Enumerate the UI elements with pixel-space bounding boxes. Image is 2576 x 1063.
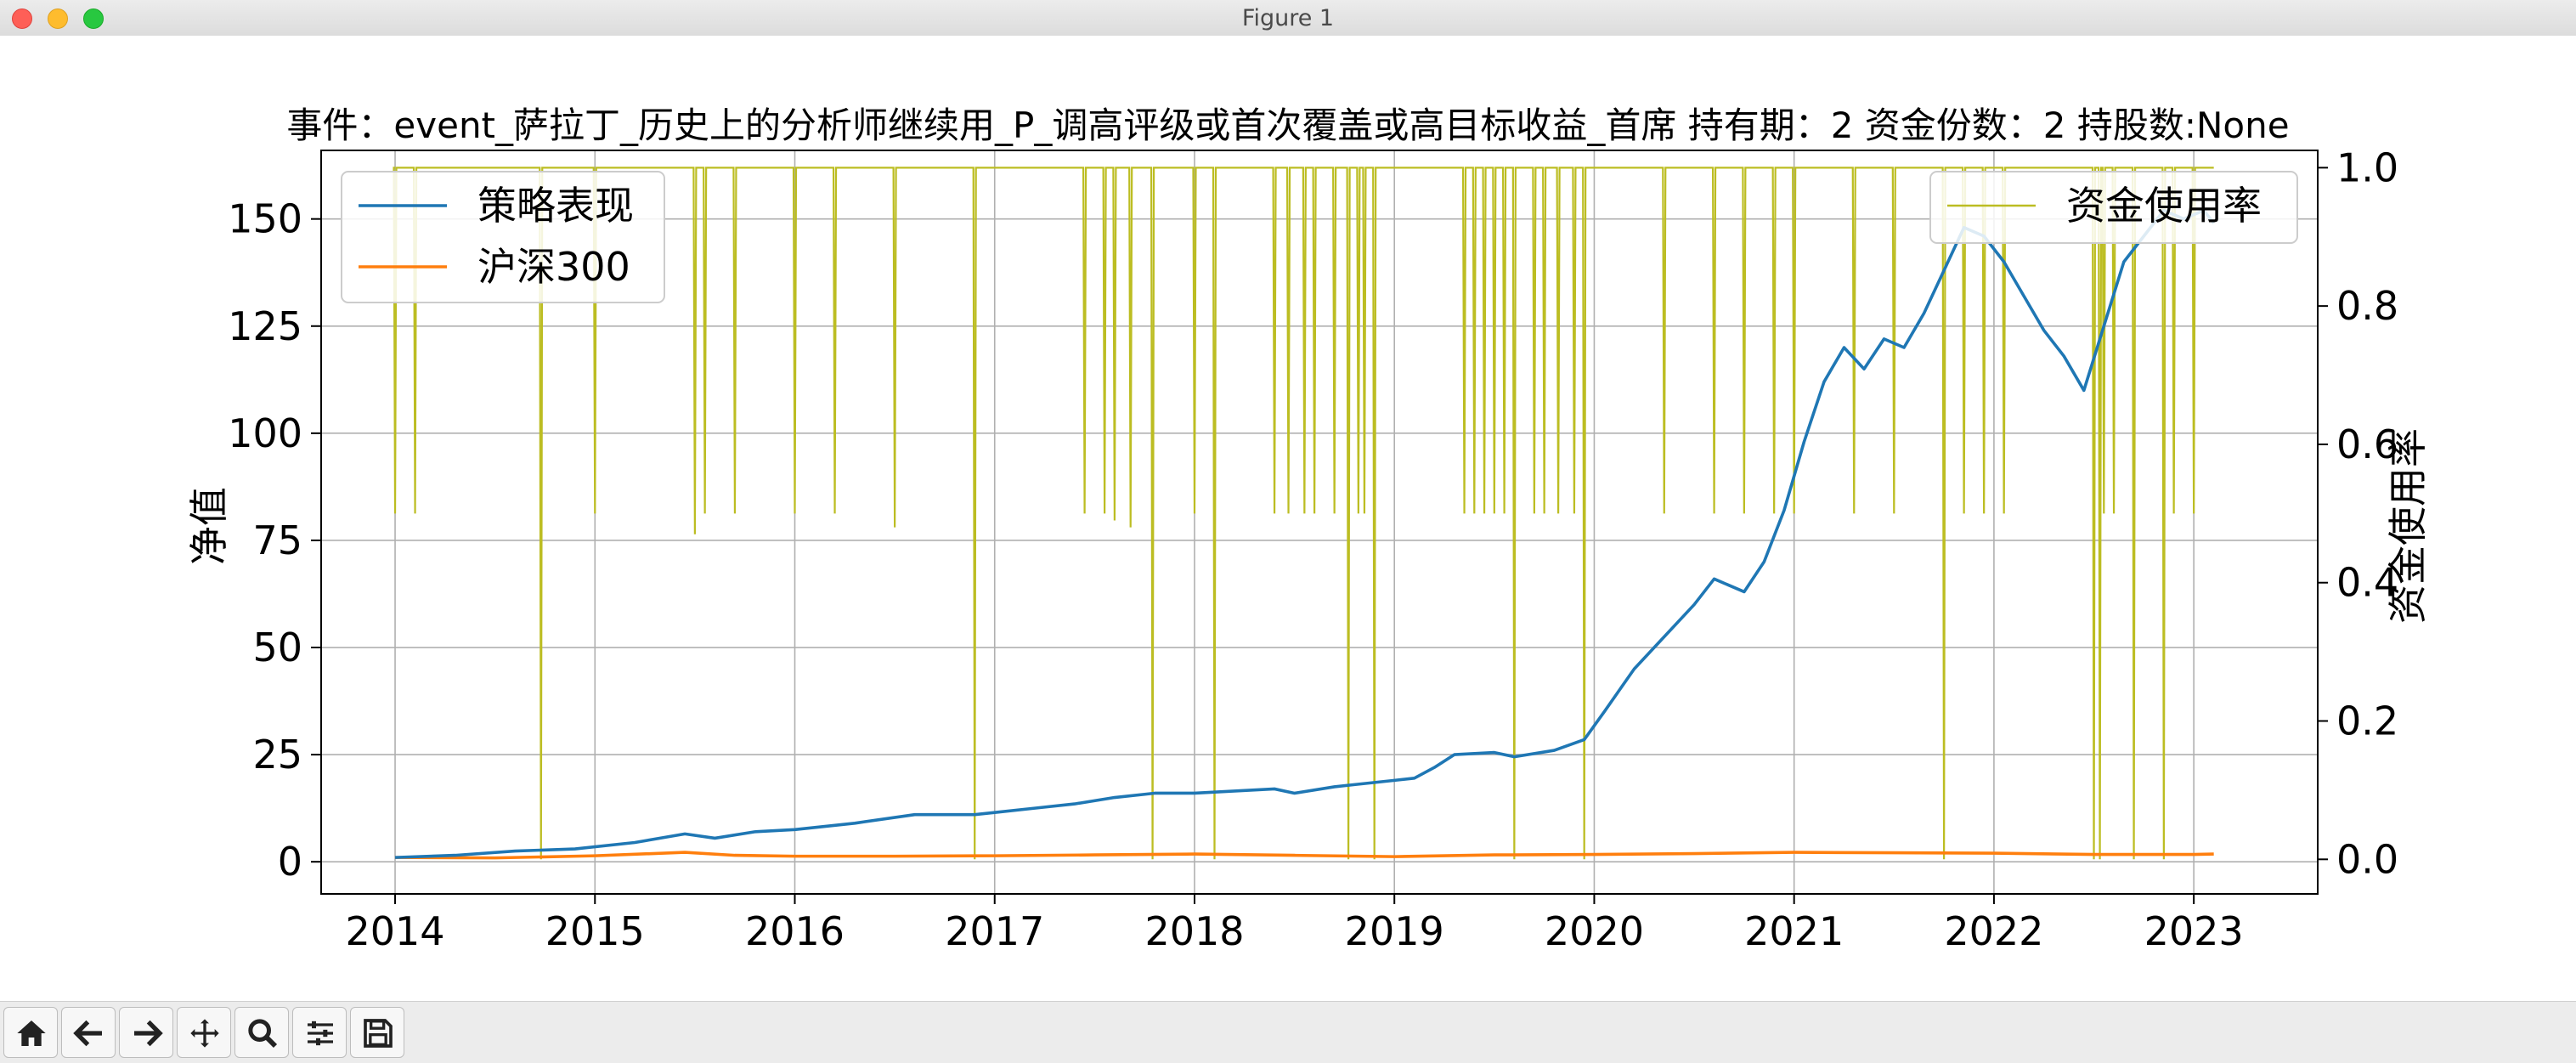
legend-box — [1929, 171, 2298, 244]
home-button[interactable] — [3, 1007, 58, 1058]
legend-label: 策略表现 — [477, 183, 634, 229]
x-tick-label: 2016 — [745, 908, 845, 954]
y2-axis-label: 资金使用率 — [2385, 428, 2431, 624]
floppy-disk-icon — [364, 1019, 393, 1048]
x-tick-label: 2015 — [545, 908, 645, 954]
x-tick-label: 2018 — [1144, 908, 1244, 954]
back-button[interactable] — [61, 1007, 116, 1058]
close-window-button[interactable] — [12, 8, 32, 29]
y-tick-label: 0 — [278, 839, 302, 885]
home-icon — [17, 1021, 46, 1046]
strategy-line — [394, 208, 2216, 859]
legend-label: 资金使用率 — [2066, 183, 2262, 229]
legend-right: 资金使用率 — [1929, 171, 2298, 244]
y2-tick-label: 0.6 — [2336, 421, 2398, 467]
legend-label: 沪深300 — [477, 244, 630, 290]
y-tick-label: 50 — [252, 625, 302, 670]
x-tick-label: 2023 — [2144, 908, 2244, 954]
chart-title: 事件：event_萨拉丁_历史上的分析师继续用_P_调高评级或首次覆盖或高目标收… — [286, 105, 2289, 146]
zoom-window-button[interactable] — [83, 8, 104, 29]
axes: 2014 2015 2016 2017 2018 2019 2020 2021 2022 2023… — [228, 144, 2398, 954]
x-tick-label: 2014 — [345, 908, 444, 954]
x-tick-label: 2019 — [1345, 908, 1444, 954]
window-title: Figure 1 — [1241, 5, 1335, 31]
x-tick-label: 2020 — [1545, 908, 1644, 954]
x-tick-label: 2022 — [1944, 908, 2043, 954]
chart: 事件：event_萨拉丁_历史上的分析师继续用_P_调高评级或首次覆盖或高目标收… — [186, 105, 2431, 954]
y-tick-label: 75 — [252, 517, 302, 563]
arrow-right-icon — [134, 1020, 163, 1047]
figure-canvas: 事件：event_萨拉丁_历史上的分析师继续用_P_调高评级或首次覆盖或高目标收… — [0, 36, 2576, 1001]
pan-button[interactable] — [177, 1007, 231, 1058]
y-tick-label: 125 — [228, 303, 302, 349]
y-tick-label: 150 — [228, 196, 302, 242]
usage-line — [393, 167, 2214, 860]
sliders-icon — [308, 1021, 333, 1046]
y2-tick-label: 0.4 — [2336, 560, 2398, 606]
forward-button[interactable] — [119, 1007, 173, 1058]
y-axis-label: 净值 — [186, 487, 232, 565]
y2-tick-label: 0.8 — [2336, 283, 2398, 329]
save-figure-button[interactable] — [350, 1007, 404, 1058]
minimize-window-button[interactable] — [48, 8, 68, 29]
x-tick-label: 2017 — [945, 908, 1044, 954]
configure-subplots-button[interactable] — [292, 1007, 347, 1058]
navigation-toolbar — [0, 1001, 2576, 1063]
hs300-line — [395, 851, 2214, 860]
y2-tick-label: 0.0 — [2336, 836, 2398, 882]
move-icon — [190, 1019, 219, 1048]
y-tick-label: 100 — [228, 410, 302, 456]
y-tick-label: 25 — [252, 732, 302, 777]
x-tick-label: 2021 — [1744, 908, 1844, 954]
window-titlebar: Figure 1 — [0, 0, 2576, 37]
y2-tick-label: 0.2 — [2336, 698, 2398, 744]
zoom-button[interactable] — [234, 1007, 289, 1058]
y2-tick-label: 1.0 — [2336, 144, 2398, 190]
magnifier-icon — [248, 1019, 278, 1049]
arrow-left-icon — [73, 1020, 102, 1047]
plot-area — [393, 167, 2216, 860]
axes-frame — [320, 150, 2319, 895]
